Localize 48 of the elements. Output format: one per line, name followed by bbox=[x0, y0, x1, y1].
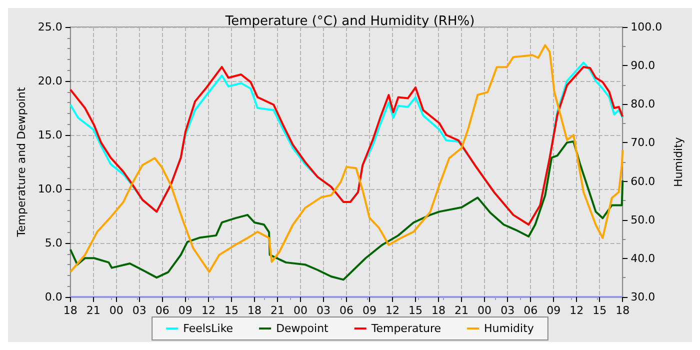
x-tick-label: 00 bbox=[109, 304, 124, 317]
x-tick-label: 18 bbox=[616, 304, 630, 317]
y-tick-label: 0.0 bbox=[44, 290, 62, 304]
x-tick-label: 00 bbox=[478, 304, 492, 317]
x-tick-label: 03 bbox=[500, 304, 515, 317]
line-series bbox=[69, 44, 624, 273]
line-series bbox=[69, 140, 624, 281]
x-tick-label: 09 bbox=[546, 304, 561, 317]
x-tick-label: 03 bbox=[132, 304, 146, 317]
y-tick-label: 20.0 bbox=[38, 74, 62, 88]
x-tick-label: 00 bbox=[293, 304, 308, 317]
y-tick-label: 10.0 bbox=[38, 182, 62, 196]
x-tick-label: 06 bbox=[524, 304, 538, 317]
y-tick-label: 15.0 bbox=[38, 128, 62, 142]
legend-label: Humidity bbox=[484, 322, 534, 335]
x-tick-label: 09 bbox=[362, 304, 377, 317]
y2-tick-label: 90.0 bbox=[630, 59, 656, 72]
x-tick-label: 15 bbox=[408, 304, 423, 317]
y2-tick-label: 80.0 bbox=[630, 98, 656, 111]
y2-tick-label: 100.0 bbox=[630, 20, 662, 34]
x-tick-label: 15 bbox=[592, 304, 607, 317]
y2-tick-label: 50.0 bbox=[630, 213, 656, 226]
legend-label: Temperature bbox=[370, 322, 442, 335]
x-tick-label: 09 bbox=[178, 304, 192, 317]
legend-label: Dewpoint bbox=[276, 322, 330, 335]
x-tick-label: 18 bbox=[432, 304, 446, 317]
y2-tick-label: 40.0 bbox=[630, 252, 656, 265]
x-tick-label: 12 bbox=[386, 304, 400, 317]
x-tick-label: 21 bbox=[86, 304, 100, 317]
x-tick-label: 21 bbox=[270, 304, 284, 317]
y-tick-label: 25.0 bbox=[38, 20, 62, 34]
legend-label: FeelsLike bbox=[183, 322, 234, 335]
y2-tick-label: 60.0 bbox=[630, 174, 656, 188]
y-tick-label: 5.0 bbox=[44, 236, 62, 250]
x-tick-label: 12 bbox=[570, 304, 584, 317]
x-tick-label: 06 bbox=[340, 304, 354, 317]
y2-tick-label: 70.0 bbox=[630, 136, 656, 150]
x-tick-label: 18 bbox=[247, 304, 262, 317]
x-tick-label: 15 bbox=[224, 304, 238, 317]
x-tick-label: 06 bbox=[155, 304, 170, 317]
y2-axis-title: Humidity bbox=[672, 136, 685, 187]
y2-tick-label: 30.0 bbox=[630, 290, 656, 304]
x-tick-label: 03 bbox=[316, 304, 330, 317]
x-tick-label: 18 bbox=[63, 304, 78, 317]
y-axis-title: Temperature and Dewpoint bbox=[15, 86, 28, 238]
chart-title: Temperature (°C) and Humidity (RH%) bbox=[224, 14, 475, 29]
x-tick-label: 12 bbox=[201, 304, 216, 317]
x-tick-label: 21 bbox=[454, 304, 469, 317]
